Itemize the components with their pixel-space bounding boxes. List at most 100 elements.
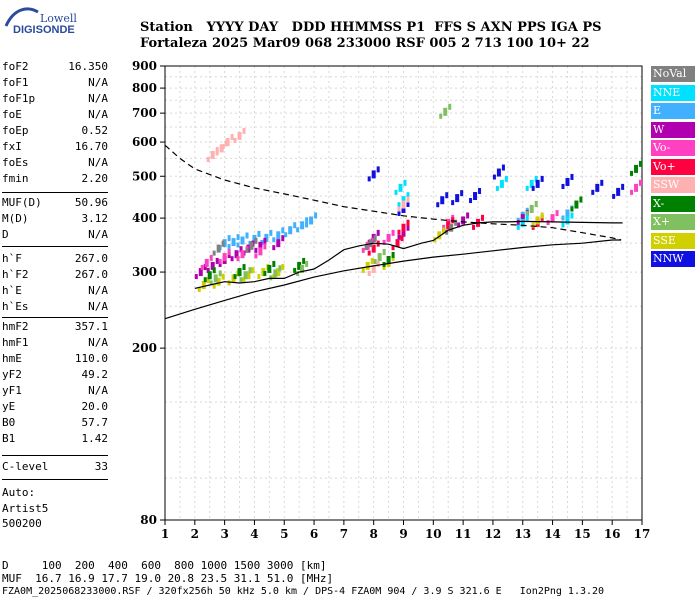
echo-point <box>210 150 215 159</box>
echo-point <box>525 214 529 221</box>
echo-point <box>376 229 380 236</box>
separator <box>2 246 108 247</box>
echo-point <box>361 267 365 273</box>
echo-point <box>406 219 410 226</box>
x-tick-label: 7 <box>340 527 348 541</box>
echo-point <box>520 214 525 223</box>
echo-point <box>233 274 237 280</box>
echo-point <box>451 200 455 206</box>
echo-point <box>204 258 209 267</box>
echo-point <box>516 220 520 226</box>
legend-item: W <box>651 121 695 138</box>
echo-point <box>529 204 534 213</box>
echo-point <box>278 265 282 272</box>
echo-point <box>263 270 267 276</box>
echo-point <box>406 224 410 231</box>
param-value: 0.52 <box>81 124 109 137</box>
echo-point <box>535 216 540 225</box>
echo-point <box>302 257 306 264</box>
param-name: h`F2 <box>2 268 29 281</box>
echo-point <box>501 164 505 171</box>
auto-program: Artist5 <box>2 502 49 515</box>
header-row-1: Station YYYY DAY DDD HHMMSS P1 FFS S AXN… <box>140 20 602 35</box>
echo-point <box>535 179 540 188</box>
echo-point <box>242 127 246 134</box>
echo-point <box>314 212 318 219</box>
profile-lines <box>164 144 623 320</box>
echo-point <box>525 210 529 216</box>
echo-point <box>445 192 449 199</box>
echo-point <box>397 210 401 216</box>
echo-point <box>361 247 365 253</box>
echo-point <box>245 247 249 253</box>
echo-point <box>239 277 243 283</box>
param-name: B0 <box>2 416 16 429</box>
legend-item: NoVal <box>651 66 695 82</box>
echo-point <box>215 257 219 264</box>
echo-point <box>442 227 446 234</box>
param-name: yF1 <box>2 384 22 397</box>
echo-point <box>240 236 245 245</box>
echo-point <box>386 233 391 242</box>
echo-point <box>630 170 634 176</box>
echo-point <box>496 168 501 177</box>
y-tick-label: 700 <box>132 106 157 120</box>
echo-point <box>367 250 371 256</box>
echo-point <box>225 138 230 147</box>
echo-point <box>492 174 496 180</box>
echo-point <box>215 150 219 156</box>
echo-point <box>221 240 225 247</box>
echo-point <box>540 175 544 182</box>
echo-point <box>367 176 371 182</box>
echo-point <box>570 206 574 212</box>
echo-point <box>239 246 243 253</box>
echo-point <box>222 253 227 262</box>
param-value: 16.350 <box>68 60 108 73</box>
echo-point <box>258 247 263 256</box>
echo-point <box>561 183 565 189</box>
echo-point <box>579 196 583 203</box>
echo-point <box>472 224 476 230</box>
y-tick-label: 300 <box>132 265 157 279</box>
auto-version: 500200 <box>2 517 42 530</box>
echo-point <box>534 175 538 182</box>
echo-point <box>382 249 386 256</box>
echo-point <box>227 235 231 242</box>
echo-point <box>406 192 410 199</box>
echo-point <box>236 256 240 262</box>
legend-item: Vo- <box>651 140 695 156</box>
param-value: 267.0 <box>74 252 108 265</box>
echo-point <box>446 221 451 230</box>
echo-point <box>197 287 201 293</box>
echo-point <box>272 260 276 267</box>
param-name: foE <box>2 108 22 121</box>
echo-point <box>269 229 273 236</box>
param-name: foEs <box>2 156 29 169</box>
param-value: N/A <box>88 284 108 297</box>
echo-point <box>212 283 216 289</box>
echo-point <box>466 212 470 219</box>
echo-point <box>449 223 454 232</box>
echo-point <box>251 267 255 274</box>
param-value: 2.20 <box>81 172 109 185</box>
param-value: 267.0 <box>74 268 108 281</box>
echo-point <box>272 245 276 251</box>
echo-point <box>203 264 207 271</box>
param-name: D <box>2 228 9 241</box>
echo-point <box>531 222 535 228</box>
virtual-height-trace <box>164 239 622 320</box>
x-tick-label: 12 <box>485 527 502 541</box>
echo-point <box>570 212 574 219</box>
param-value: N/A <box>88 228 108 241</box>
echo-point <box>212 267 216 274</box>
echo-point <box>634 164 639 173</box>
echo-point <box>525 185 529 191</box>
echo-point <box>561 222 565 228</box>
ionogram-chart: 1 2 3 4 5 6 7 8 9 10 11 12 13 14 15 16 17802003004005006… <box>132 59 650 541</box>
param-name: foF1p <box>2 92 36 105</box>
echo-point <box>246 271 251 280</box>
y-tick-label: 400 <box>132 211 157 225</box>
x-tick-label: 1 <box>161 527 169 541</box>
param-name: MUF(D) <box>2 196 42 209</box>
logo-line2: DIGISONDE <box>13 24 75 36</box>
